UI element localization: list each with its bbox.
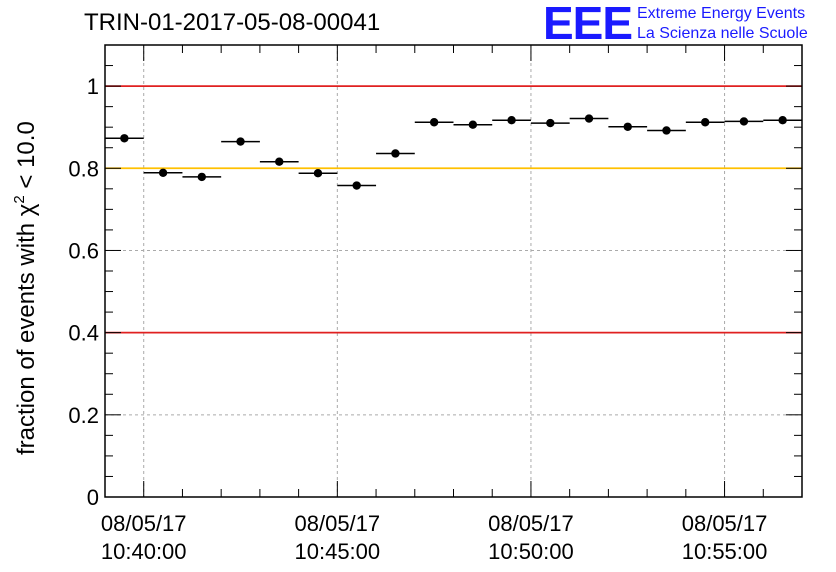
data-point — [623, 122, 632, 131]
data-point — [158, 168, 168, 177]
x-tick-label-time: 10:40:00 — [101, 539, 187, 564]
y-tick-label: 0.2 — [68, 403, 99, 428]
logo-line-2: La Scienza nelle Scuole — [637, 25, 808, 42]
x-tick-label-date: 08/05/17 — [682, 511, 768, 536]
x-tick-label-date: 08/05/17 — [101, 511, 187, 536]
data-point — [197, 172, 207, 182]
chart-title: TRIN-01-2017-05-08-00041 — [84, 9, 381, 36]
x-tick-label-date: 08/05/17 — [488, 511, 574, 536]
logo-mark: EEE — [543, 0, 633, 49]
data-point — [584, 114, 594, 123]
data-point — [468, 120, 478, 129]
axes: 0 0.2 0.4 0.6 0.8 1 08/05/17 10:40:00 08/05/17 10… — [68, 44, 803, 564]
y-tick-label: 0.4 — [68, 321, 99, 346]
data-point — [120, 134, 129, 143]
data-point — [507, 115, 516, 125]
y-tick-label: 0 — [87, 485, 99, 510]
grid — [105, 45, 802, 498]
x-tick-label-date: 08/05/17 — [295, 511, 381, 536]
data-point — [275, 157, 284, 166]
data-point — [313, 169, 323, 178]
data-point — [700, 118, 710, 127]
data-point — [352, 181, 361, 190]
x-tick-label-time: 10:55:00 — [682, 539, 768, 564]
data-point — [739, 117, 749, 126]
y-axis-label-symbol: χ — [13, 203, 40, 216]
plot-frame — [104, 44, 803, 498]
logo-line-1: Extreme Energy Events — [637, 5, 806, 22]
reference-lines — [105, 85, 802, 334]
y-axis-label: fraction of events with χ2 < 10.0 — [11, 121, 40, 455]
x-tick-label-time: 10:45:00 — [295, 539, 381, 564]
y-axis-label-suffix: < 10.0 — [13, 121, 40, 195]
x-tick-label-time: 10:50:00 — [488, 539, 574, 564]
y-axis-label-prefix: fraction of events with — [13, 216, 40, 455]
data-point — [546, 118, 555, 128]
data-point — [236, 137, 245, 146]
y-tick-label: 0.8 — [68, 156, 99, 181]
data-point — [662, 126, 671, 135]
y-tick-label: 1 — [87, 74, 99, 99]
data-point — [429, 118, 439, 127]
y-axis-label-exponent: 2 — [11, 195, 28, 203]
y-tick-label: 0.6 — [68, 238, 99, 263]
data-point — [778, 115, 787, 125]
data-points — [105, 114, 802, 190]
data-point — [391, 149, 400, 158]
eee-logo: EEE Extreme Energy Events La Scienza nel… — [543, 0, 833, 49]
